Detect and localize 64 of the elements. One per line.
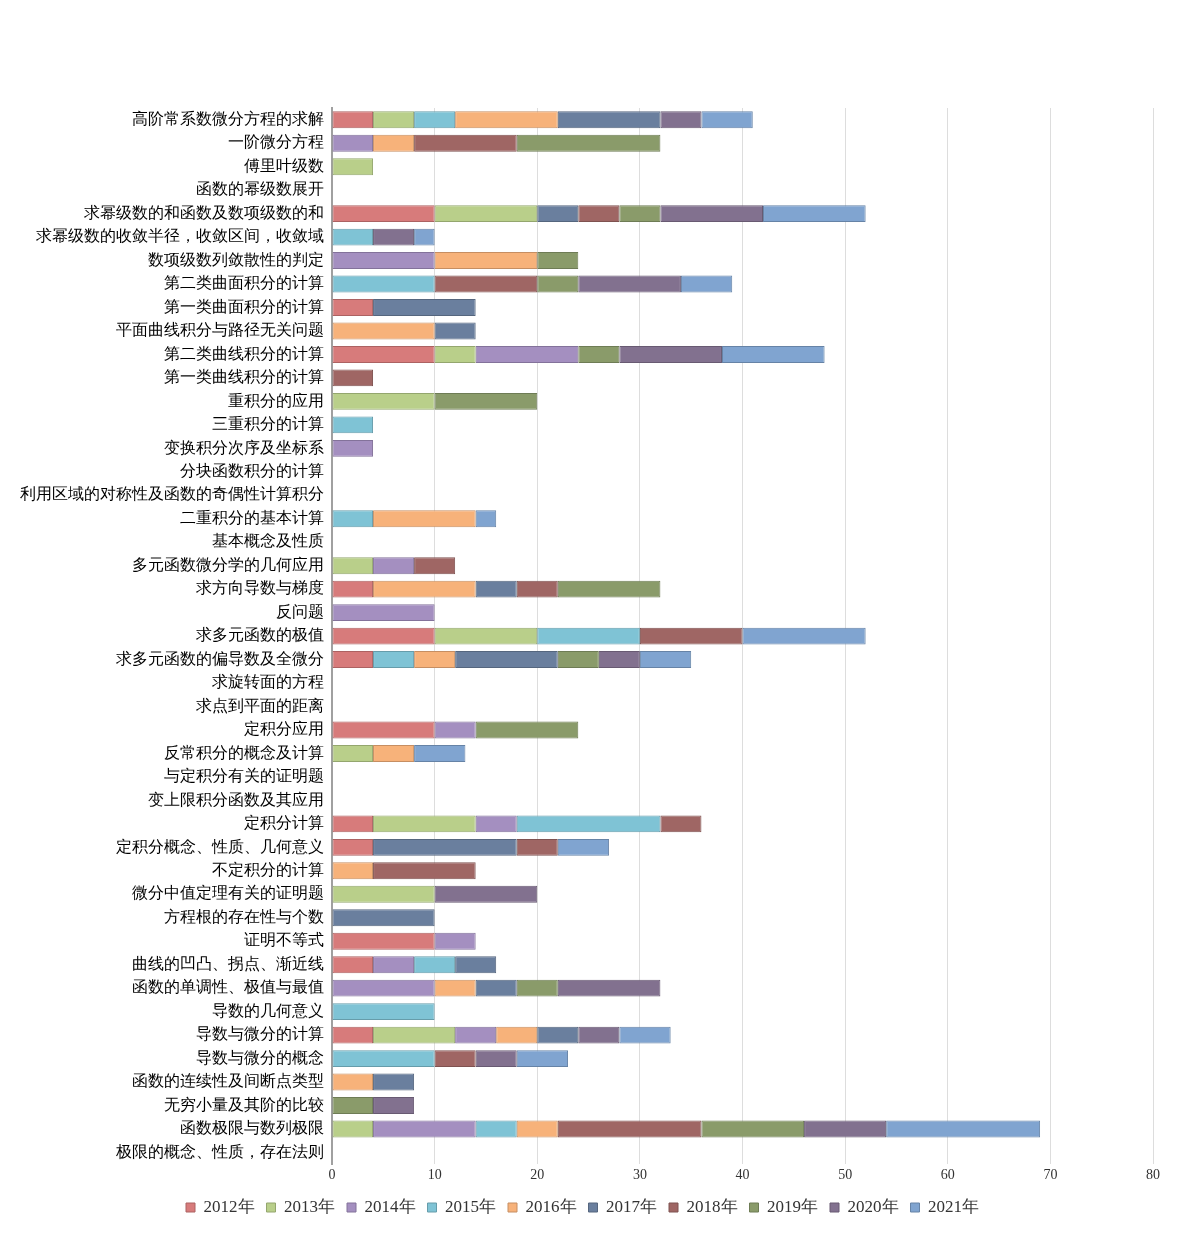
legend-label: 2020年 (847, 1196, 899, 1216)
y-tick-label: 定积分应用 (244, 720, 324, 738)
y-tick-label: 求多元函数的极值 (196, 626, 324, 644)
y-tick-label: 导数的几何意义 (212, 1001, 324, 1019)
y-tick-label: 函数的单调性、极值与最值 (132, 978, 324, 996)
y-tick-label: 方程根的存在性与个数 (164, 907, 324, 925)
x-tick-label: 80 (1146, 1167, 1160, 1183)
legend-label: 2021年 (928, 1196, 979, 1216)
x-tick-label: 10 (427, 1167, 442, 1183)
y-tick-label: 极限的概念、性质，存在法则 (115, 1142, 324, 1160)
y-tick-label: 第二类曲线积分的计算 (164, 344, 324, 362)
y-tick-label: 求旋转面的方程 (212, 673, 324, 691)
y-tick-label: 函数极限与数列极限 (180, 1119, 324, 1137)
y-tick-label: 高阶常系数微分方程的求解 (132, 109, 324, 127)
y-tick-label: 求方向导数与梯度 (196, 579, 324, 597)
y-tick-label: 分块函数积分的计算 (180, 462, 324, 480)
y-tick-label: 无穷小量及其阶的比较 (164, 1095, 324, 1113)
y-tick-label: 平面曲线积分与路径无关问题 (116, 321, 324, 339)
y-tick-label: 第一类曲线积分的计算 (164, 368, 324, 386)
y-tick-label: 反常积分的概念及计算 (164, 743, 324, 761)
legend-label: 2012年 (203, 1196, 255, 1216)
x-tick-label: 30 (632, 1167, 647, 1183)
y-tick-label: 数项级数列敛散性的判定 (148, 250, 324, 268)
y-tick-label: 导数与微分的概念 (196, 1048, 324, 1066)
y-tick-label: 求点到平面的距离 (196, 696, 324, 714)
y-tick-label: 函数的幂级数展开 (196, 180, 324, 198)
legend-label: 2013年 (284, 1196, 335, 1216)
y-tick-label: 基本概念及性质 (212, 532, 324, 550)
y-tick-label: 二重积分的基本计算 (180, 508, 324, 526)
y-tick-label: 求多元函数的偏导数及全微分 (116, 649, 324, 667)
legend-label: 2019年 (767, 1196, 818, 1216)
y-tick-label: 重积分的应用 (228, 391, 324, 409)
y-tick-label: 求幂级数的收敛半径，收敛区间，收敛域 (36, 227, 324, 245)
y-tick-label: 反问题 (276, 602, 324, 620)
y-tick-label: 微分中值定理有关的证明题 (132, 884, 324, 902)
x-tick-label: 60 (940, 1167, 955, 1183)
y-tick-label: 定积分计算 (244, 814, 324, 832)
y-tick-label: 一阶微分方程 (228, 133, 324, 151)
y-tick-label: 变上限积分函数及其应用 (148, 790, 324, 808)
y-tick-label: 第二类曲面积分的计算 (164, 274, 324, 292)
legend-label: 2017年 (606, 1196, 657, 1216)
y-tick-label: 求幂级数的和函数及数项级数的和 (84, 203, 324, 221)
legend-label: 2014年 (364, 1196, 416, 1216)
x-tick-label: 20 (530, 1167, 545, 1183)
y-tick-label: 定积分概念、性质、几何意义 (116, 837, 324, 855)
legend-label: 2015年 (445, 1196, 496, 1216)
legend-label: 2016年 (525, 1196, 577, 1216)
x-tick-label: 70 (1043, 1167, 1058, 1183)
y-tick-label: 不定积分的计算 (212, 861, 324, 879)
y-tick-label: 傅里叶级数 (244, 156, 324, 174)
x-tick-label: 50 (838, 1167, 853, 1183)
y-tick-label: 证明不等式 (244, 931, 324, 949)
legend-label: 2018年 (686, 1196, 738, 1216)
y-tick-label: 多元函数微分学的几何应用 (132, 555, 324, 573)
y-tick-label: 曲线的凹凸、拐点、渐近线 (132, 954, 324, 972)
y-tick-label: 导数与微分的计算 (196, 1025, 324, 1043)
y-tick-label: 第一类曲面积分的计算 (164, 297, 324, 315)
y-tick-label: 函数的连续性及间断点类型 (132, 1072, 324, 1090)
x-tick-label: 40 (735, 1167, 750, 1183)
y-tick-label: 利用区域的对称性及函数的奇偶性计算积分 (20, 485, 324, 503)
x-tick-label: 0 (328, 1167, 336, 1183)
y-tick-label: 与定积分有关的证明题 (164, 767, 324, 785)
y-tick-label: 三重积分的计算 (212, 415, 324, 433)
y-tick-label: 变换积分次序及坐标系 (164, 438, 324, 456)
